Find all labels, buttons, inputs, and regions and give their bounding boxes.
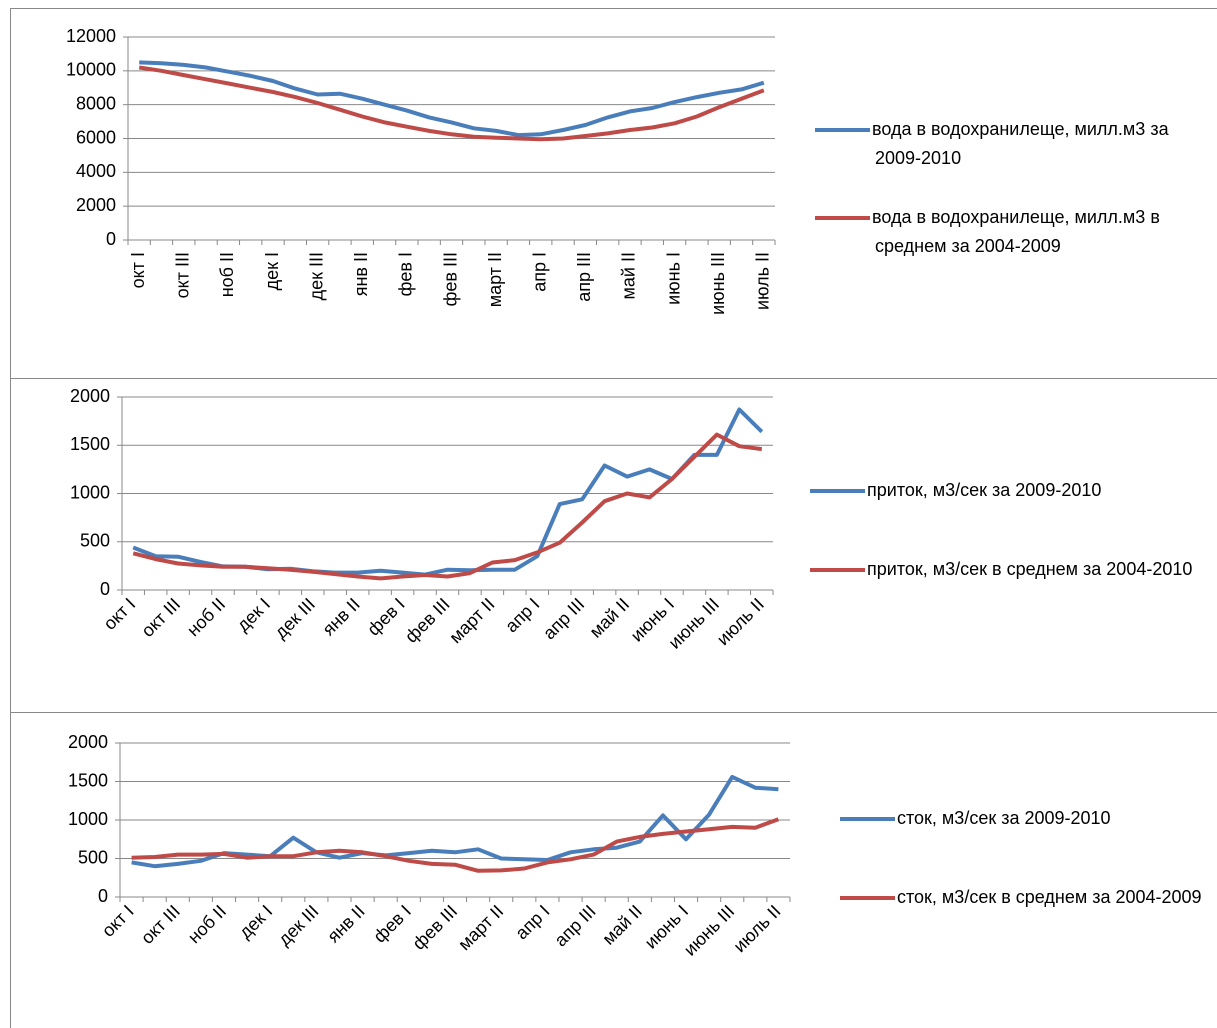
x-tick-label: дек I [262, 252, 282, 290]
line-series [139, 60, 765, 138]
x-tick-label: апр I [511, 901, 553, 943]
x-tick-label: апр III [550, 901, 599, 950]
legend-label: сток, м3/сек в среднем за 2004-2009 [897, 887, 1202, 907]
y-tick-label: 2000 [70, 386, 110, 406]
y-tick-label: 8000 [76, 93, 116, 113]
x-tick-label: апр III [574, 252, 594, 302]
x-tick-label: фев I [396, 252, 416, 296]
y-tick-label: 6000 [76, 127, 116, 147]
x-tick-label: окт I [100, 594, 140, 634]
y-tick-label: 2000 [76, 195, 116, 215]
x-tick-label: фев III [401, 594, 454, 647]
x-tick-label: фев III [409, 901, 462, 954]
legend-line: 2009-2010 [875, 148, 961, 168]
x-tick-label: июнь III [680, 901, 739, 960]
legend-line: приток, м3/сек за 2009-2010 [867, 480, 1101, 500]
legend-label: приток, м3/сек в среднем за 2004-2010 [867, 559, 1192, 579]
x-tick-label: март II [445, 594, 498, 647]
x-tick-label: март II [485, 252, 505, 307]
y-tick-label: 1500 [70, 434, 110, 454]
x-tick-label: апр I [501, 594, 543, 636]
x-tick-label: фев III [440, 252, 460, 306]
x-tick-label: окт III [137, 594, 184, 641]
x-tick-label: июнь III [708, 252, 728, 315]
x-tick-label: янв II [351, 252, 371, 296]
legend-label: вода в водохранилеще, милл.м3 в среднем з… [872, 207, 1160, 256]
y-tick-label: 0 [106, 229, 116, 249]
y-tick-label: 1000 [68, 809, 108, 829]
y-tick-label: 0 [100, 579, 110, 599]
x-tick-label: ноб II [183, 594, 229, 640]
legend-label: приток, м3/сек за 2009-2010 [867, 480, 1101, 500]
line-series [132, 432, 763, 581]
legend-line: среднем за 2004-2009 [875, 236, 1061, 256]
x-tick-label: дек I [233, 594, 274, 635]
line-series [132, 407, 764, 577]
legend-label: сток, м3/сек за 2009-2010 [897, 808, 1111, 828]
x-tick-label: окт III [137, 901, 184, 948]
x-tick-label: янв II [318, 594, 363, 639]
y-tick-label: 2000 [68, 732, 108, 752]
x-tick-label: июнь III [664, 594, 723, 653]
y-tick-label: 500 [78, 847, 108, 867]
y-tick-label: 500 [80, 531, 110, 551]
legend-line: сток, м3/сек в среднем за 2004-2009 [897, 887, 1202, 907]
y-tick-label: 0 [98, 886, 108, 906]
x-tick-label: апр I [529, 252, 549, 292]
x-tick-label: дек III [271, 594, 319, 642]
x-tick-label: май II [586, 594, 634, 642]
legend-line: вода в водохранилеще, милл.м3 в [872, 207, 1160, 227]
x-tick-label: окт I [128, 252, 148, 288]
legend-line: приток, м3/сек в среднем за 2004-2010 [867, 559, 1192, 579]
x-tick-label: ноб II [217, 252, 237, 297]
y-tick-label: 10000 [66, 60, 116, 80]
frame [10, 8, 1217, 1028]
x-tick-label: май II [598, 901, 646, 949]
line-series [131, 817, 780, 873]
line-series [138, 65, 765, 142]
x-tick-label: март II [454, 901, 507, 954]
line-series [131, 774, 779, 869]
x-tick-label: июль II [729, 901, 784, 956]
x-tick-label: дек III [274, 901, 322, 949]
legend-line: сток, м3/сек за 2009-2010 [897, 808, 1111, 828]
x-tick-label: июль II [753, 252, 773, 310]
y-tick-label: 1500 [68, 770, 108, 790]
x-tick-label: окт I [98, 901, 138, 941]
legend-label: вода в водохранилеще, милл.м3 за 2009-201… [872, 119, 1170, 168]
x-tick-label: дек III [306, 252, 326, 300]
x-tick-label: июнь I [663, 252, 683, 305]
x-tick-label: янв II [323, 901, 368, 946]
y-tick-label: 12000 [66, 26, 116, 46]
x-tick-label: дек I [235, 901, 276, 942]
x-tick-label: ноб II [184, 901, 230, 947]
y-tick-label: 4000 [76, 161, 116, 181]
y-tick-label: 1000 [70, 482, 110, 502]
x-tick-label: июль II [713, 594, 768, 649]
x-tick-label: окт III [173, 252, 193, 298]
x-tick-label: апр III [539, 594, 588, 643]
legend-line: вода в водохранилеще, милл.м3 за [872, 119, 1170, 139]
x-tick-label: май II [619, 252, 639, 299]
